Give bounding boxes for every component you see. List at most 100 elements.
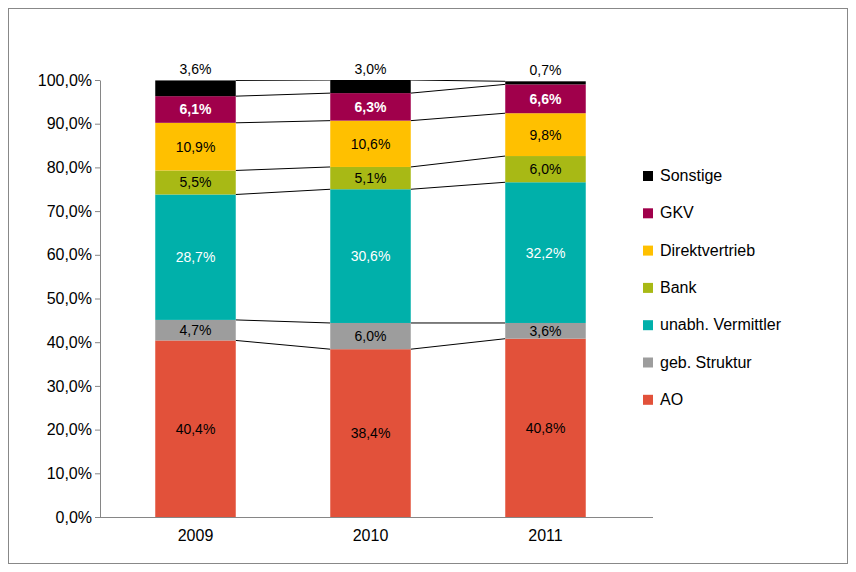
legend-swatch: [643, 395, 653, 405]
x-axis-line: [100, 517, 653, 518]
y-tick: 20,0%: [47, 421, 100, 438]
bar-segment: [330, 189, 411, 323]
data-label: 9,8%: [530, 127, 562, 143]
bar-segment: [505, 84, 586, 113]
legend-label: unabh. Vermittler: [660, 316, 782, 333]
bar-segment: [330, 121, 411, 167]
bar-segment: [330, 93, 411, 121]
bar-segment: [155, 123, 236, 171]
legend-swatch: [643, 171, 653, 181]
bar-segment: [330, 167, 411, 189]
y-tick: 40,0%: [47, 334, 100, 351]
x-tick: 2010: [353, 517, 389, 544]
bar-segment: [155, 170, 236, 194]
data-label: 38,4%: [351, 425, 391, 441]
bar-segment: [330, 349, 411, 517]
legend-label: Direktvertrieb: [660, 242, 755, 259]
legend-item: geb. Struktur: [643, 354, 752, 371]
connector-line: [236, 167, 331, 170]
bar-segment: [505, 323, 586, 339]
legend-item: Bank: [643, 279, 697, 296]
bar-segment: [505, 81, 586, 84]
data-label: 30,6%: [351, 248, 391, 264]
connector-line: [236, 93, 331, 96]
y-tick: 60,0%: [47, 246, 100, 263]
data-label: 6,0%: [355, 328, 387, 344]
y-tick: 30,0%: [47, 378, 100, 395]
chart: 40,4%38,4%40,8%4,7%6,0%3,6%28,7%30,6%32,…: [0, 0, 856, 572]
y-tick-mark: [95, 255, 100, 256]
legend-label: Bank: [660, 279, 697, 296]
x-tick-label: 2009: [178, 527, 214, 544]
connector-line: [236, 121, 331, 123]
data-label: 4,7%: [180, 322, 212, 338]
legend-label: Sonstige: [660, 167, 722, 184]
legend-label: geb. Struktur: [660, 354, 752, 371]
bar-segment: [330, 323, 411, 349]
legend-swatch: [643, 246, 653, 256]
y-tick-mark: [95, 430, 100, 431]
y-tick-label: 100,0%: [38, 72, 92, 89]
legend-label: AO: [660, 391, 683, 408]
data-label: 40,4%: [176, 421, 216, 437]
legend-item: unabh. Vermittler: [643, 316, 782, 333]
data-label: 10,6%: [351, 136, 391, 152]
y-tick: 100,0%: [38, 72, 100, 89]
data-label: 10,9%: [176, 139, 216, 155]
y-tick: 50,0%: [47, 290, 100, 307]
y-tick-label: 30,0%: [47, 378, 92, 395]
connector-line: [236, 80, 331, 81]
data-label: 32,2%: [526, 245, 566, 261]
x-tick: 2009: [178, 517, 214, 544]
y-tick-mark: [95, 386, 100, 387]
legend-item: Direktvertrieb: [643, 242, 755, 259]
legend-item: Sonstige: [643, 167, 722, 184]
bar-segment: [505, 113, 586, 156]
legend: Sonstige GKV Direktvertrieb Bank unabh. Verm…: [643, 167, 782, 408]
y-tick-mark: [95, 167, 100, 168]
data-label: 3,0%: [355, 61, 387, 77]
connector-line: [411, 84, 506, 93]
chart-frame: [9, 9, 848, 564]
y-tick-label: 70,0%: [47, 203, 92, 220]
connector-line: [411, 339, 506, 349]
bar-segment: [155, 320, 236, 341]
data-label: 6,1%: [180, 101, 212, 117]
y-tick: 0,0%: [56, 509, 100, 526]
bar-segment: [505, 156, 586, 182]
y-tick-mark: [95, 517, 100, 518]
connector-line: [411, 322, 506, 323]
y-tick: 80,0%: [47, 159, 100, 176]
x-tick-label: 2010: [353, 527, 389, 544]
y-tick: 90,0%: [47, 115, 100, 132]
y-tick: 10,0%: [47, 465, 100, 482]
y-tick-label: 0,0%: [56, 509, 92, 526]
data-label: 5,5%: [180, 174, 212, 190]
y-axis-line: [100, 81, 101, 518]
bar-segment: [155, 96, 236, 123]
y-tick-label: 90,0%: [47, 115, 92, 132]
data-label: 0,7%: [530, 62, 562, 78]
legend-label: GKV: [660, 204, 694, 221]
data-label: 6,0%: [530, 161, 562, 177]
connector-line: [236, 340, 331, 349]
y-tick-label: 10,0%: [47, 465, 92, 482]
connector-line: [411, 113, 506, 120]
data-label: 6,6%: [530, 91, 562, 107]
data-label: 28,7%: [176, 249, 216, 265]
legend-item: AO: [643, 391, 683, 408]
legend-swatch: [643, 208, 653, 218]
y-tick-label: 80,0%: [47, 159, 92, 176]
x-tick: 2011: [528, 517, 563, 544]
y-tick-mark: [95, 80, 100, 81]
y-tick-label: 40,0%: [47, 334, 92, 351]
data-label: 3,6%: [180, 61, 212, 77]
connector-line: [236, 189, 331, 194]
x-tick-label: 2011: [528, 527, 563, 544]
connector-line: [236, 320, 331, 323]
legend-item: GKV: [643, 204, 694, 221]
y-tick-mark: [95, 124, 100, 125]
y-tick-label: 20,0%: [47, 421, 92, 438]
y-tick-label: 50,0%: [47, 290, 92, 307]
y-axis: 0,0% 10,0% 20,0% 30,0% 40,0% 50,0% 60,0% 70,0% 8…: [38, 72, 101, 526]
